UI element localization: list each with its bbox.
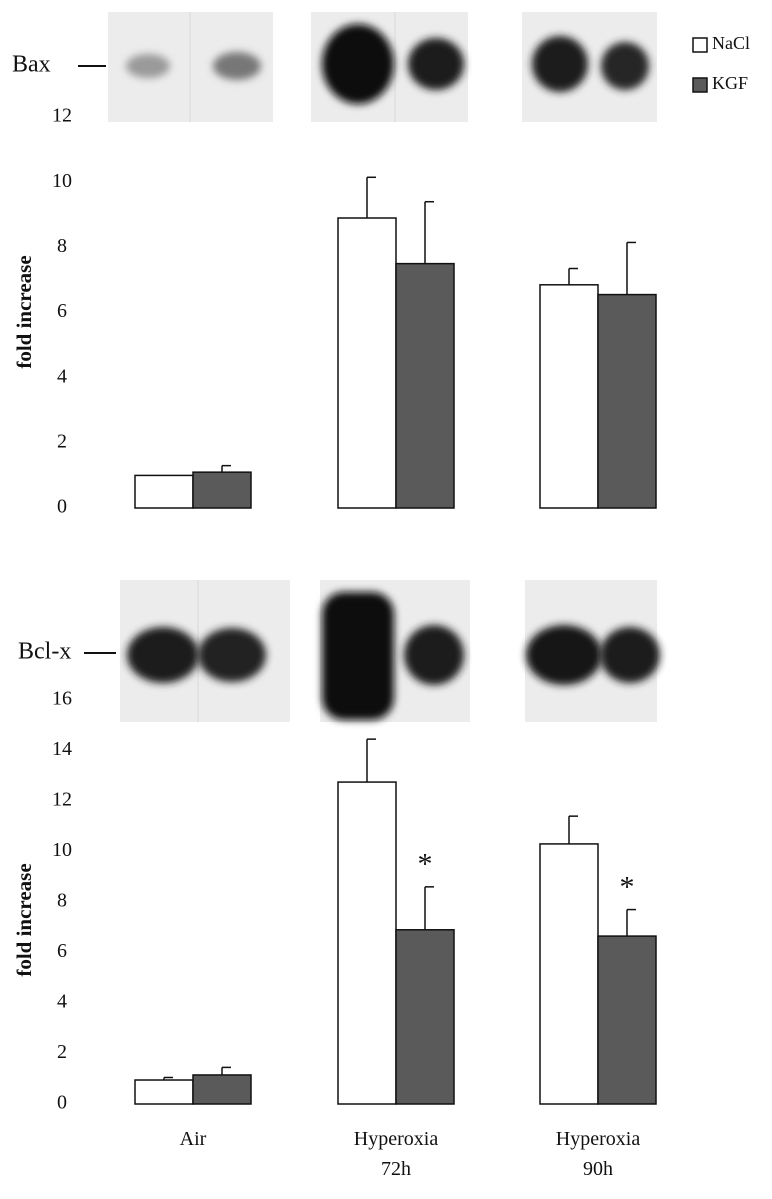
blot-label: Bax (12, 52, 51, 78)
legend-swatch (692, 77, 708, 93)
bar (597, 935, 657, 1105)
x-tick-label: Hyperoxia 72h (353, 1128, 439, 1180)
bar (539, 843, 599, 1105)
y-tick-label: 4 (57, 991, 67, 1013)
legend-label: KGF (712, 73, 748, 93)
significance-mark: * (418, 848, 433, 881)
y-tick-label: 8 (57, 890, 67, 912)
y-tick-label: 14 (52, 738, 72, 760)
y-tick-label: 12 (52, 105, 72, 127)
blot-bcl-x (120, 580, 660, 722)
x-tick-label: Air (179, 1128, 207, 1150)
y-tick-label: 12 (52, 789, 72, 811)
y-tick-label: 10 (52, 839, 72, 861)
blot-bax (108, 12, 657, 122)
bar (395, 262, 455, 509)
y-axis-label: fold increase (12, 255, 36, 368)
y-tick-label: 8 (57, 235, 67, 257)
y-tick-label: 4 (57, 365, 67, 387)
blot-label: Bcl-x (18, 639, 71, 665)
y-tick-label: 2 (57, 1041, 67, 1063)
y-tick-label: 10 (52, 170, 72, 192)
bar (134, 1079, 194, 1105)
bar (539, 284, 599, 509)
bar (395, 929, 455, 1105)
y-tick-label: 2 (57, 430, 67, 452)
bar (597, 293, 657, 509)
y-axis-label: fold increase (12, 863, 36, 976)
y-tick-label: 6 (57, 940, 67, 962)
bar (192, 471, 252, 509)
significance-mark: * (620, 870, 635, 903)
y-tick-label: 0 (57, 1092, 67, 1114)
y-tick-label: 0 (57, 496, 67, 518)
bar (134, 474, 194, 509)
bar (337, 781, 397, 1105)
bar (192, 1074, 252, 1105)
legend-swatch (692, 37, 708, 53)
x-tick-label: Hyperoxia 90h (555, 1128, 641, 1180)
y-tick-label: 16 (52, 688, 72, 710)
legend-label: NaCl (712, 33, 750, 53)
y-tick-label: 6 (57, 300, 67, 322)
bar (337, 217, 397, 509)
